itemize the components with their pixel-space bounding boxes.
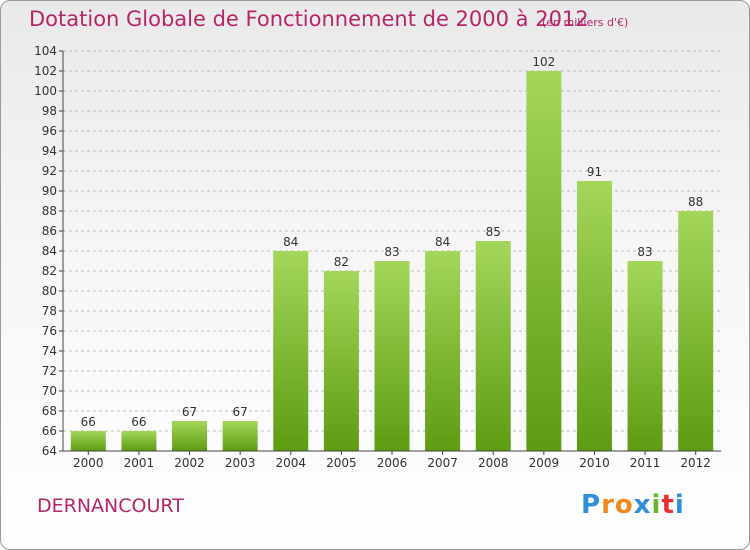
x-tick-label: 2001 [124, 456, 155, 470]
y-tick-label: 102 [34, 64, 57, 78]
y-tick-label: 90 [42, 184, 57, 198]
bar-value-label: 83 [637, 245, 652, 259]
bar [121, 431, 157, 451]
x-tick-label: 2000 [73, 456, 104, 470]
y-tick-label: 72 [42, 364, 57, 378]
bar [475, 241, 511, 451]
logo-letter: r [601, 490, 615, 520]
y-tick-label: 80 [42, 284, 57, 298]
logo-letter: x [633, 490, 652, 520]
y-tick-label: 74 [42, 344, 57, 358]
y-tick-label: 68 [42, 404, 57, 418]
bar-chart: 64 66 68 70 72 74 76 78 80 82 84 86 88 90 92 94 96 98 100 1… [34, 44, 721, 470]
x-tick-label: 2010 [579, 456, 610, 470]
logo-letter: i [674, 490, 685, 520]
y-tick-label: 66 [42, 424, 57, 438]
bar-value-label: 66 [131, 415, 146, 429]
bar [526, 71, 562, 451]
y-tick-label: 64 [42, 444, 57, 458]
x-tick-label: 2009 [529, 456, 560, 470]
x-tick-label: 2004 [275, 456, 306, 470]
bar-value-label: 84 [283, 235, 298, 249]
commune-name: DERNANCOURT [37, 495, 184, 517]
y-tick-label: 76 [42, 324, 57, 338]
logo-letter: i [651, 490, 662, 520]
y-tick-label: 96 [42, 124, 57, 138]
y-tick-label: 88 [42, 204, 57, 218]
x-tick-label: 2002 [174, 456, 205, 470]
y-tick-label: 104 [34, 44, 57, 58]
logo-letter: t [661, 490, 675, 520]
y-tick-label: 82 [42, 264, 57, 278]
x-tick-label: 2011 [630, 456, 661, 470]
bar-value-label: 88 [688, 195, 703, 209]
x-tick-label: 2012 [680, 456, 711, 470]
chart-title: Dotation Globale de Fonctionnement de 20… [29, 7, 589, 31]
bar [374, 261, 410, 451]
bar-value-label: 102 [532, 55, 555, 69]
y-tick-label: 94 [42, 144, 57, 158]
y-tick-label: 78 [42, 304, 57, 318]
unit-note: (en milliers d'€) [542, 16, 629, 29]
bar-value-label: 83 [384, 245, 399, 259]
x-tick-label: 2006 [377, 456, 408, 470]
y-tick-label: 84 [42, 244, 57, 258]
y-tick-label: 86 [42, 224, 57, 238]
bar-value-label: 82 [334, 255, 349, 269]
x-tick-label: 2008 [478, 456, 509, 470]
logo-letter: o [614, 490, 634, 520]
bar [425, 251, 461, 451]
bar [576, 181, 612, 451]
bar [70, 431, 106, 451]
y-tick-label: 92 [42, 164, 57, 178]
y-tick-label: 98 [42, 104, 57, 118]
x-tick-label: 2005 [326, 456, 357, 470]
bar [323, 271, 359, 451]
bar [678, 211, 714, 451]
bar [273, 251, 309, 451]
bar-value-label: 67 [182, 405, 197, 419]
x-tick-label: 2007 [427, 456, 458, 470]
bar [172, 421, 208, 451]
y-tick-label: 100 [34, 84, 57, 98]
logo-letter: P [581, 490, 602, 520]
y-tick-label: 70 [42, 384, 57, 398]
bar-value-label: 67 [233, 405, 248, 419]
bar-value-label: 84 [435, 235, 450, 249]
bar [627, 261, 663, 451]
x-tick-label: 2003 [225, 456, 256, 470]
bar-value-label: 85 [486, 225, 501, 239]
bar-value-label: 91 [587, 165, 602, 179]
proxiti-logo: Proxiti [581, 490, 685, 520]
bar-value-label: 66 [81, 415, 96, 429]
bar [222, 421, 258, 451]
